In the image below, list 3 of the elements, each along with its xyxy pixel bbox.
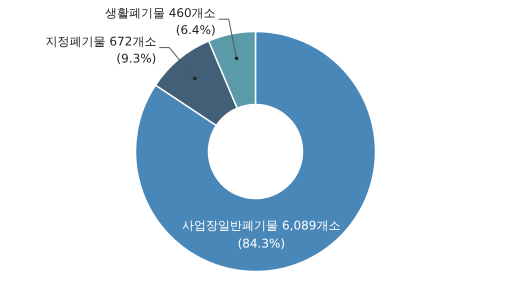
- slice-label: 지정폐기물 672개소 (9.3%): [46, 34, 156, 66]
- slice-label: 생활폐기물 460개소 (6.4%): [104, 6, 216, 38]
- slice-label: 사업장일반폐기물 6,089개소 (84.3%): [182, 218, 340, 250]
